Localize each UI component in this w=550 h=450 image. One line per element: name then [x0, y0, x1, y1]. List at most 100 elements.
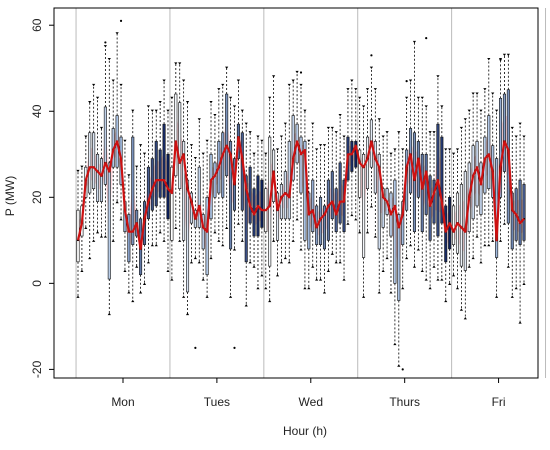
box-body — [452, 205, 456, 245]
box-body — [322, 205, 326, 250]
upper-whisker-cap — [299, 83, 303, 87]
upper-whisker-cap — [240, 109, 244, 113]
hour-box — [248, 131, 252, 264]
lower-whisker-cap — [381, 269, 385, 273]
upper-whisker-cap — [315, 148, 319, 151]
lower-whisker-cap — [510, 295, 514, 298]
hour-box — [299, 83, 303, 251]
upper-whisker-cap — [479, 109, 483, 113]
upper-whisker-cap — [275, 148, 280, 151]
upper-whisker-cap — [244, 122, 248, 125]
lower-whisker-cap — [318, 278, 323, 281]
hour-box — [338, 113, 342, 264]
upper-whisker-cap — [189, 144, 194, 147]
y-tick-label: 60 — [30, 18, 44, 32]
upper-whisker-cap — [405, 96, 409, 100]
hour-box — [381, 135, 385, 273]
lower-whisker-cap — [127, 291, 131, 294]
lower-whisker-cap — [467, 265, 471, 268]
upper-whisker-cap — [295, 70, 299, 74]
lower-whisker-cap — [389, 291, 393, 294]
hour-box — [185, 101, 190, 316]
upper-whisker-cap — [92, 83, 96, 87]
box-body — [291, 115, 295, 181]
lower-whisker-cap — [119, 218, 123, 221]
hour-box — [369, 66, 374, 208]
hour-box — [436, 75, 440, 281]
upper-whisker-cap — [178, 62, 182, 65]
upper-whisker-cap — [221, 83, 225, 87]
hour-box — [260, 139, 264, 277]
box-body — [428, 175, 432, 241]
upper-whisker-cap — [264, 152, 268, 156]
hour-box — [342, 135, 346, 281]
hour-box — [428, 131, 432, 290]
box-body — [182, 141, 186, 241]
upper-whisker-cap — [440, 105, 444, 108]
lower-whisker-cap — [495, 295, 499, 298]
hour-box — [256, 135, 260, 290]
hour-box — [498, 58, 503, 242]
lower-whisker-cap — [373, 235, 377, 238]
lower-whisker-cap — [311, 265, 315, 268]
lower-whisker-cap — [92, 239, 96, 242]
box-body — [444, 205, 448, 263]
upper-whisker-cap — [459, 126, 464, 130]
box-body — [174, 93, 178, 177]
lower-whisker-cap — [182, 295, 186, 298]
upper-whisker-cap — [522, 135, 526, 138]
lower-whisker-cap — [248, 261, 252, 264]
upper-whisker-cap — [393, 148, 397, 151]
box-body — [225, 93, 229, 177]
lower-whisker-cap — [240, 239, 244, 242]
box-body — [522, 184, 526, 241]
box-body — [127, 214, 131, 263]
hour-box — [479, 109, 483, 264]
x-tick-label: Thurs — [389, 395, 420, 409]
outlier-point — [405, 80, 408, 83]
box-body — [518, 179, 522, 245]
lower-whisker-cap — [197, 261, 201, 264]
upper-whisker-cap — [111, 79, 115, 82]
upper-whisker-cap — [354, 88, 358, 91]
x-tick-label: Mon — [111, 395, 134, 409]
box-body — [221, 132, 225, 198]
y-tick-label: -20 — [30, 360, 44, 378]
hour-box — [424, 105, 428, 281]
hour-box — [150, 109, 154, 247]
lower-whisker-cap — [338, 261, 342, 264]
upper-whisker-cap — [381, 135, 385, 138]
lower-whisker-cap — [420, 269, 424, 273]
hour-box — [99, 126, 104, 238]
hour-box — [228, 96, 233, 298]
lower-whisker-cap — [158, 230, 162, 234]
upper-whisker-cap — [416, 96, 420, 100]
upper-whisker-cap — [455, 148, 460, 151]
upper-whisker-cap — [502, 53, 507, 57]
upper-whisker-cap — [174, 62, 178, 65]
lower-whisker-cap — [444, 299, 448, 303]
lower-whisker-cap — [342, 278, 346, 281]
day-separator-layer — [75, 8, 547, 378]
hour-box — [385, 131, 389, 260]
lower-whisker-cap — [377, 291, 381, 294]
lower-whisker-cap — [350, 213, 354, 217]
upper-whisker-cap — [361, 105, 366, 108]
box-body — [393, 179, 397, 284]
lower-whisker-cap — [428, 286, 432, 290]
lower-whisker-cap — [232, 248, 237, 251]
upper-whisker-cap — [365, 88, 370, 91]
upper-whisker-cap — [346, 88, 350, 91]
lower-whisker-cap — [385, 256, 389, 260]
box-body — [487, 115, 491, 189]
lower-whisker-cap — [260, 273, 264, 277]
upper-whisker-cap — [342, 135, 346, 138]
lower-whisker-cap — [272, 239, 276, 242]
hour-box — [213, 113, 217, 234]
lower-whisker-cap — [287, 261, 291, 264]
upper-whisker-cap — [225, 66, 229, 70]
upper-whisker-cap — [127, 174, 131, 177]
box-body — [205, 197, 209, 276]
interquartile-band — [78, 115, 524, 268]
lower-whisker-cap — [123, 269, 127, 273]
